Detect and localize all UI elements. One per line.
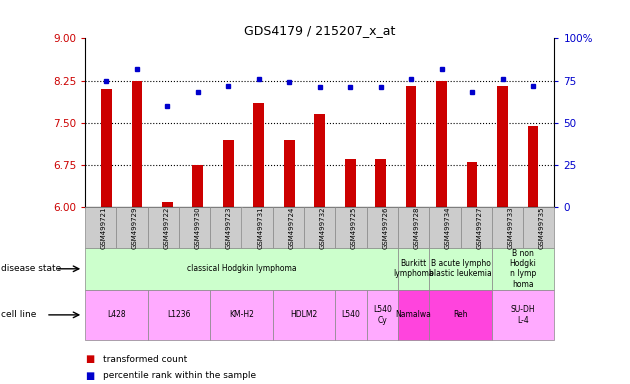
Text: L428: L428: [107, 310, 125, 319]
Text: GSM499725: GSM499725: [351, 206, 357, 249]
Bar: [497, 86, 508, 207]
Text: GSM499729: GSM499729: [132, 206, 138, 249]
Text: GSM499728: GSM499728: [413, 206, 420, 249]
Bar: [375, 159, 386, 207]
Text: transformed count: transformed count: [103, 354, 187, 364]
Bar: [101, 89, 112, 207]
Bar: [223, 140, 234, 207]
Text: classical Hodgkin lymphoma: classical Hodgkin lymphoma: [186, 264, 296, 273]
Bar: [314, 114, 325, 207]
Text: SU-DH
L-4: SU-DH L-4: [511, 305, 536, 324]
Text: disease state: disease state: [1, 264, 62, 273]
Text: GSM499727: GSM499727: [476, 206, 482, 249]
Bar: [253, 103, 264, 207]
Text: B non
Hodgki
n lymp
homa: B non Hodgki n lymp homa: [510, 249, 537, 289]
Text: KM-H2: KM-H2: [229, 310, 254, 319]
Text: Burkitt
lymphoma: Burkitt lymphoma: [393, 259, 434, 278]
Text: GSM499732: GSM499732: [320, 206, 326, 249]
Title: GDS4179 / 215207_x_at: GDS4179 / 215207_x_at: [244, 24, 396, 37]
Text: ■: ■: [85, 354, 94, 364]
Text: Reh: Reh: [453, 310, 468, 319]
Text: GSM499733: GSM499733: [508, 206, 513, 249]
Text: L540: L540: [341, 310, 360, 319]
Bar: [284, 140, 295, 207]
Text: GSM499724: GSM499724: [289, 206, 294, 249]
Bar: [132, 81, 142, 207]
Bar: [406, 86, 416, 207]
Text: percentile rank within the sample: percentile rank within the sample: [103, 371, 256, 380]
Text: GSM499731: GSM499731: [257, 206, 263, 249]
Text: L540
Cy: L540 Cy: [373, 305, 392, 324]
Text: GSM499721: GSM499721: [101, 206, 106, 249]
Bar: [528, 126, 539, 207]
Text: L1236: L1236: [167, 310, 191, 319]
Bar: [193, 165, 203, 207]
Bar: [437, 81, 447, 207]
Bar: [467, 162, 478, 207]
Text: GSM499735: GSM499735: [539, 206, 545, 249]
Text: GSM499726: GSM499726: [382, 206, 388, 249]
Text: GSM499722: GSM499722: [163, 206, 169, 249]
Text: GSM499730: GSM499730: [195, 206, 200, 249]
Text: GSM499734: GSM499734: [445, 206, 451, 249]
Text: B acute lympho
blastic leukemia: B acute lympho blastic leukemia: [429, 259, 492, 278]
Text: GSM499723: GSM499723: [226, 206, 232, 249]
Bar: [162, 202, 173, 207]
Text: cell line: cell line: [1, 310, 37, 319]
Text: ■: ■: [85, 371, 94, 381]
Text: Namalwa: Namalwa: [396, 310, 432, 319]
Bar: [345, 159, 355, 207]
Text: HDLM2: HDLM2: [290, 310, 318, 319]
